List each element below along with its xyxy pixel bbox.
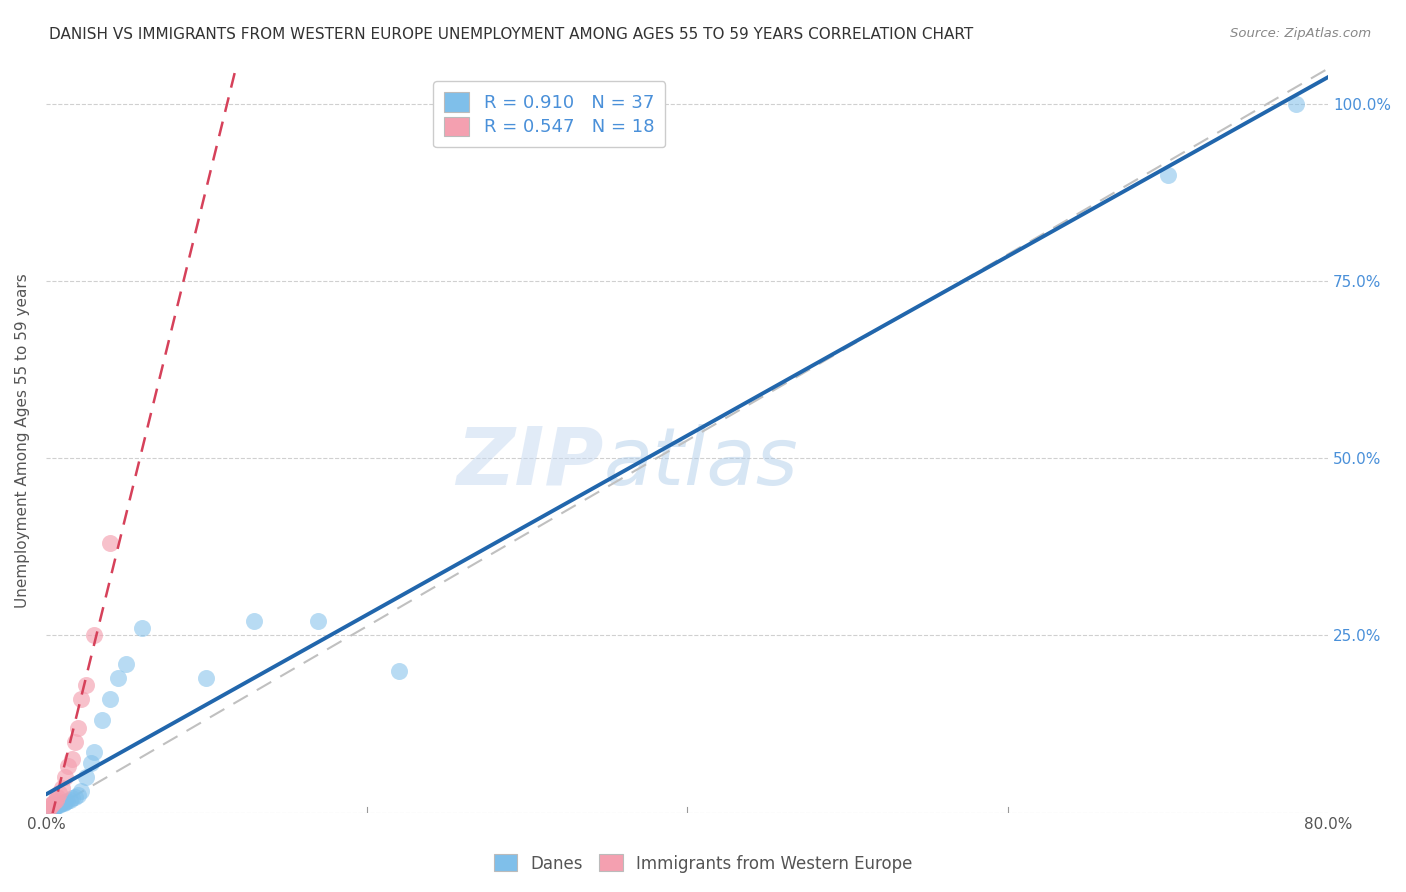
- Point: [56, 794, 79, 808]
- Point: [38, 803, 60, 817]
- Point: [51, 780, 73, 795]
- Point: [52, 796, 75, 810]
- Text: Source: ZipAtlas.com: Source: ZipAtlas.com: [1230, 27, 1371, 40]
- Point: [83, 745, 105, 759]
- Point: [243, 614, 266, 628]
- Point: [37, 804, 59, 818]
- Point: [70, 692, 93, 706]
- Point: [195, 671, 218, 685]
- Point: [66, 788, 89, 802]
- Text: DANISH VS IMMIGRANTS FROM WESTERN EUROPE UNEMPLOYMENT AMONG AGES 55 TO 59 YEARS : DANISH VS IMMIGRANTS FROM WESTERN EUROPE…: [49, 27, 973, 42]
- Point: [98, 692, 121, 706]
- Point: [42, 800, 65, 814]
- Point: [45, 793, 67, 807]
- Point: [80, 756, 103, 770]
- Point: [131, 621, 153, 635]
- Point: [42, 795, 65, 809]
- Point: [387, 664, 409, 678]
- Point: [51, 797, 73, 811]
- Point: [41, 801, 63, 815]
- Point: [41, 797, 63, 811]
- Point: [107, 671, 129, 685]
- Point: [38, 800, 60, 814]
- Point: [63, 734, 86, 748]
- Y-axis label: Unemployment Among Ages 55 to 59 years: Unemployment Among Ages 55 to 59 years: [15, 273, 30, 608]
- Point: [49, 797, 72, 811]
- Point: [48, 797, 70, 812]
- Point: [37, 802, 59, 816]
- Point: [91, 714, 114, 728]
- Point: [66, 721, 89, 735]
- Point: [60, 791, 83, 805]
- Point: [115, 657, 138, 671]
- Point: [38, 803, 60, 817]
- Point: [1157, 168, 1180, 182]
- Legend: R = 0.910   N = 37, R = 0.547   N = 18: R = 0.910 N = 37, R = 0.547 N = 18: [433, 81, 665, 147]
- Point: [46, 798, 69, 813]
- Point: [75, 678, 97, 692]
- Point: [58, 759, 80, 773]
- Point: [39, 802, 62, 816]
- Point: [53, 770, 76, 784]
- Point: [60, 752, 83, 766]
- Point: [75, 770, 97, 784]
- Point: [83, 628, 105, 642]
- Point: [59, 793, 82, 807]
- Point: [42, 800, 65, 814]
- Text: atlas: atlas: [603, 424, 799, 502]
- Point: [39, 798, 62, 813]
- Point: [1285, 97, 1308, 112]
- Point: [45, 799, 67, 814]
- Point: [41, 800, 63, 814]
- Point: [53, 795, 76, 809]
- Text: ZIP: ZIP: [457, 424, 603, 502]
- Point: [48, 786, 70, 800]
- Point: [98, 536, 121, 550]
- Point: [70, 784, 93, 798]
- Legend: Danes, Immigrants from Western Europe: Danes, Immigrants from Western Europe: [486, 847, 920, 880]
- Point: [307, 614, 329, 628]
- Point: [46, 789, 69, 804]
- Point: [63, 789, 86, 804]
- Point: [39, 801, 62, 815]
- Point: [37, 804, 59, 818]
